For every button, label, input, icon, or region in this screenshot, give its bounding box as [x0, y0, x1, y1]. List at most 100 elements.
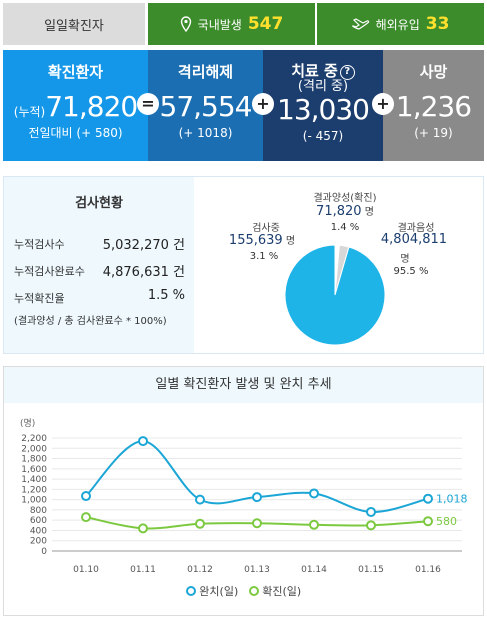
total-tests-value: 5,032,270 건 — [102, 238, 185, 253]
confirmed-prefix: (누적) — [13, 105, 46, 119]
data-point[interactable] — [195, 494, 205, 505]
plus-operator: + — [372, 93, 394, 115]
y-tick-label: 0 — [41, 547, 47, 557]
released-change: (+ 1018) — [178, 126, 233, 140]
pie-pending-label: 검사중 — [252, 223, 280, 234]
treatment-title-row: 치료 중? — [263, 62, 383, 80]
pie-negative-unit: 명 — [400, 254, 410, 265]
x-tick-label: 01.15 — [358, 565, 384, 575]
x-tick-label: 01.13 — [244, 565, 270, 575]
pie-negative-value: 4,804,811 — [364, 232, 464, 247]
data-point[interactable] — [366, 520, 376, 531]
location-pin-icon — [180, 16, 191, 32]
pie-pending-pct: 3.1 % — [249, 251, 279, 262]
help-icon[interactable]: ? — [339, 65, 355, 80]
y-tick-label: 1,000 — [21, 496, 47, 506]
data-point[interactable] — [252, 518, 262, 529]
deaths-value: 1,236 — [395, 90, 472, 123]
domestic-value: 547 — [247, 14, 284, 34]
total-tests-label: 누적검사수 — [14, 238, 65, 251]
pie-negative-label: 결과음성 — [397, 223, 435, 234]
data-point[interactable] — [81, 512, 91, 523]
y-tick-label: 200 — [30, 537, 47, 547]
trend-panel — [3, 366, 484, 616]
trend-line-chart: (명) 02004006008001,0001,2001,4001,6001,80… — [20, 418, 468, 575]
pie-positive-value: 71,820 — [316, 204, 362, 219]
y-tick-label: 1,200 — [21, 485, 47, 495]
released-box: 격리해제 57,554 (+ 1018) — [148, 50, 263, 161]
data-point[interactable] — [81, 491, 91, 502]
x-tick-label: 01.12 — [187, 565, 213, 575]
y-tick-label: 400 — [30, 526, 47, 536]
confirmed-title: 확진환자 — [47, 63, 104, 81]
pie-negative-pct: 95.5 % — [393, 266, 429, 277]
legend-released-label[interactable]: 완치(일) — [199, 585, 239, 598]
y-tick-label: 800 — [30, 506, 47, 516]
x-tick-label: 01.10 — [73, 565, 99, 575]
y-tick-label: 2,200 — [21, 434, 47, 444]
treatment-title: 치료 중 — [291, 62, 338, 80]
pie-positive-label: 결과양성(확진) — [313, 193, 377, 204]
legend-confirmed-label[interactable]: 확진(일) — [262, 585, 302, 598]
legend-confirmed-icon[interactable] — [248, 586, 259, 596]
data-point[interactable] — [252, 492, 262, 503]
testing-summary — [4, 177, 194, 353]
released-value: 57,554 — [159, 90, 253, 123]
positive-rate-note: (결과양성 / 총 검사완료수 * 100%) — [14, 316, 167, 327]
x-tick-label: 01.14 — [301, 565, 327, 575]
deaths-title: 사망 — [419, 63, 448, 81]
testing-title: 검사현황 — [75, 196, 123, 211]
y-tick-label: 1,600 — [21, 465, 47, 475]
released-title: 격리해제 — [177, 63, 234, 81]
deaths-change: (+ 19) — [414, 126, 453, 140]
pie-positive-value-row: 71,820 명 — [300, 203, 390, 219]
domestic-cases: 국내발생 547 — [148, 3, 315, 45]
confirmed-value-row: (누적)71,820 — [3, 89, 148, 125]
series-end-label: 1,018 — [436, 493, 468, 506]
positive-rate-label: 누적확진율 — [14, 292, 65, 305]
data-point[interactable] — [309, 488, 319, 499]
confirmed-value: 71,820 — [45, 90, 138, 123]
pie-pending-value: 155,639 — [228, 233, 283, 248]
overseas-cases: 해외유입 33 — [317, 3, 484, 45]
airplane-icon — [351, 18, 369, 30]
data-point[interactable] — [423, 493, 433, 504]
data-point[interactable] — [309, 519, 319, 530]
treatment-subtitle: (격리 중) — [297, 79, 349, 94]
data-point[interactable] — [138, 523, 148, 534]
overseas-value: 33 — [425, 14, 450, 34]
completed-tests-value: 4,876,631 건 — [102, 265, 185, 280]
treatment-box: 치료 중? (격리 중) 13,030 (- 457) — [263, 50, 383, 161]
domestic-label: 국내발생 — [197, 17, 242, 32]
y-tick-label: 2,000 — [21, 444, 47, 454]
data-point[interactable] — [138, 436, 148, 447]
pie-pending-value-row: 155,639 명 — [212, 232, 312, 248]
trend-title: 일별 확진환자 발생 및 완치 추세 — [4, 367, 483, 403]
confirmed-change: 전일대비 (+ 580) — [28, 126, 123, 140]
x-tick-label: 01.11 — [130, 565, 156, 575]
series-end-label: 580 — [436, 515, 457, 528]
y-tick-label: 1,800 — [21, 455, 47, 465]
equals-operator: = — [137, 93, 159, 115]
treatment-change: (- 457) — [302, 129, 344, 143]
pie-slice-negative — [284, 244, 386, 346]
y-tick-label: 1,400 — [21, 475, 47, 485]
completed-tests-label: 누적검사완료수 — [14, 265, 85, 278]
data-point[interactable] — [195, 518, 205, 529]
test-result-pie — [284, 244, 386, 346]
data-point[interactable] — [423, 516, 433, 527]
treatment-value: 13,030 — [277, 93, 370, 126]
confirmed-box: 확진환자 (누적)71,820 전일대비 (+ 580) — [3, 50, 148, 161]
data-point[interactable] — [366, 506, 376, 517]
pie-positive-pct: 1.4 % — [330, 222, 360, 233]
y-axis-label: (명) — [20, 418, 35, 429]
pie-positive-unit: 명 — [364, 207, 374, 218]
daily-confirmed-label: 일일확진자 — [3, 3, 145, 45]
x-tick-label: 01.16 — [415, 565, 441, 575]
positive-rate-value: 1.5 % — [147, 288, 185, 303]
pie-negative-number: 4,804,811 — [380, 232, 448, 247]
y-tick-label: 600 — [30, 516, 47, 526]
plus-operator: + — [252, 93, 274, 115]
chart-legend: 완치(일) 확진(일) — [0, 583, 487, 599]
legend-released-icon[interactable] — [185, 586, 196, 596]
